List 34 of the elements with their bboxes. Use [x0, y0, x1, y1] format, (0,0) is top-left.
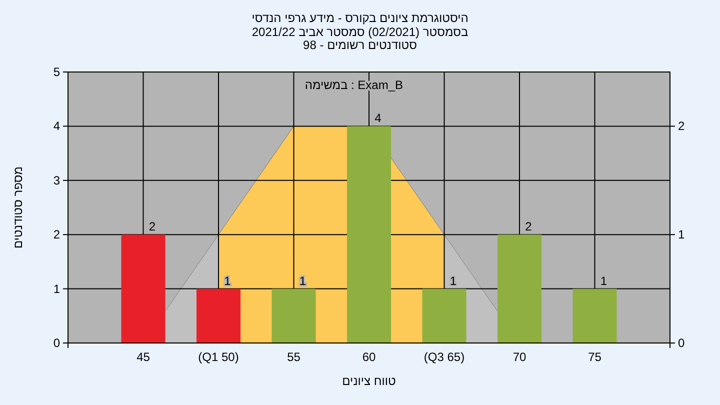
chart-title: היסטוגרמת ציונים בקורס - מידע גרפי הנדסי [252, 11, 468, 25]
y2-tick-label: 1 [678, 228, 685, 242]
bar [422, 288, 466, 343]
x-tick-label: 70 [512, 350, 526, 364]
y-tick-label: 0 [53, 336, 60, 350]
bar [272, 288, 316, 343]
bar [121, 234, 166, 343]
data-label: 4 [374, 111, 382, 126]
y-tick-label: 3 [53, 173, 60, 188]
y2-tick-label: 2 [678, 119, 685, 134]
bar [572, 288, 617, 343]
x-tick-label: 55 [287, 350, 301, 364]
y2-tick-label: 0 [678, 336, 685, 350]
data-label: 2 [148, 220, 156, 234]
y-tick-label: 1 [53, 282, 60, 296]
x-tick-label: (Q1 50) [198, 350, 239, 364]
x-tick-label: (Q3 65) [424, 350, 465, 364]
data-label: 1 [450, 274, 457, 288]
y-tick-label: 2 [53, 228, 60, 242]
data-label: 1 [224, 274, 232, 288]
bar [498, 234, 542, 343]
x-tick-label: 45 [136, 350, 150, 364]
chart-subtitle: בסמסטר (02/2021) סמסטר אביב 2021/22 סטודנטים רשומים - 98 [252, 25, 468, 52]
x-axis-title: טווח ציונים [342, 374, 396, 388]
bar [347, 126, 391, 343]
x-tick-label: 75 [588, 350, 602, 364]
data-label: 2 [525, 220, 532, 234]
y-tick-label: 4 [53, 119, 60, 134]
x-tick-label: 60 [362, 350, 376, 364]
data-label: 1 [299, 274, 306, 288]
y-axis-title: מספר סטודנטים [11, 166, 25, 249]
bar [196, 288, 240, 343]
y-tick-label: 5 [53, 65, 60, 79]
data-label: 1 [600, 274, 608, 288]
